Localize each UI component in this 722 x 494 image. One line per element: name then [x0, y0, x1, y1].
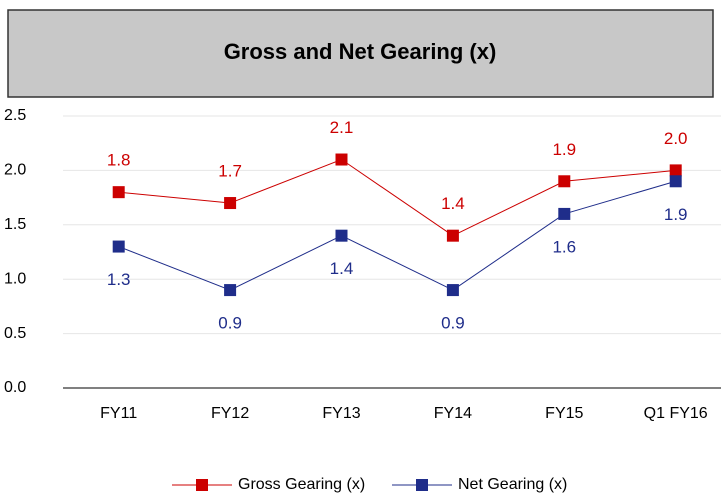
point-marker	[669, 175, 682, 188]
y-tick-label: 0.5	[4, 325, 26, 342]
data-label: 0.9	[441, 314, 465, 333]
x-tick-label: FY13	[322, 405, 360, 422]
legend-marker	[196, 479, 208, 491]
data-label: 1.9	[664, 205, 688, 224]
x-tick-label: FY15	[545, 405, 583, 422]
y-tick-label: 1.5	[4, 216, 26, 233]
series-line	[118, 158, 676, 237]
data-label: 1.8	[107, 151, 131, 170]
point-marker	[446, 229, 459, 242]
x-tick-label: FY14	[434, 405, 472, 422]
data-label: 1.4	[330, 259, 354, 278]
data-label: 0.9	[218, 314, 242, 333]
data-label: 1.3	[107, 270, 131, 289]
point-marker	[446, 284, 459, 297]
x-tick-label: FY11	[100, 405, 137, 422]
title-box	[7, 9, 714, 98]
point-marker	[335, 229, 348, 242]
x-tick-label: Q1 FY16	[644, 405, 708, 422]
series-line	[118, 180, 676, 291]
point-marker	[224, 284, 237, 297]
y-tick-label: 1.0	[4, 270, 26, 287]
point-marker	[558, 175, 571, 188]
x-tick-label: FY12	[211, 405, 249, 422]
point-marker	[112, 186, 125, 199]
legend-label: Net Gearing (x)	[458, 476, 567, 493]
data-label: 1.4	[441, 194, 465, 213]
point-marker	[558, 207, 571, 220]
point-marker	[112, 240, 125, 253]
data-label: 2.1	[330, 118, 354, 137]
point-marker	[224, 197, 237, 210]
data-label: 1.6	[552, 237, 576, 256]
data-label: 2.0	[664, 129, 688, 148]
legend-label: Gross Gearing (x)	[238, 476, 365, 493]
chart-title: Gross and Net Gearing (x)	[224, 39, 497, 64]
y-tick-label: 2.5	[4, 107, 26, 124]
point-marker	[669, 164, 682, 177]
y-tick-label: 0.0	[4, 379, 26, 396]
data-label: 1.7	[218, 162, 242, 181]
legend-marker	[416, 479, 428, 491]
point-marker	[335, 153, 348, 166]
data-label: 1.9	[552, 140, 576, 159]
y-tick-label: 2.0	[4, 162, 26, 179]
